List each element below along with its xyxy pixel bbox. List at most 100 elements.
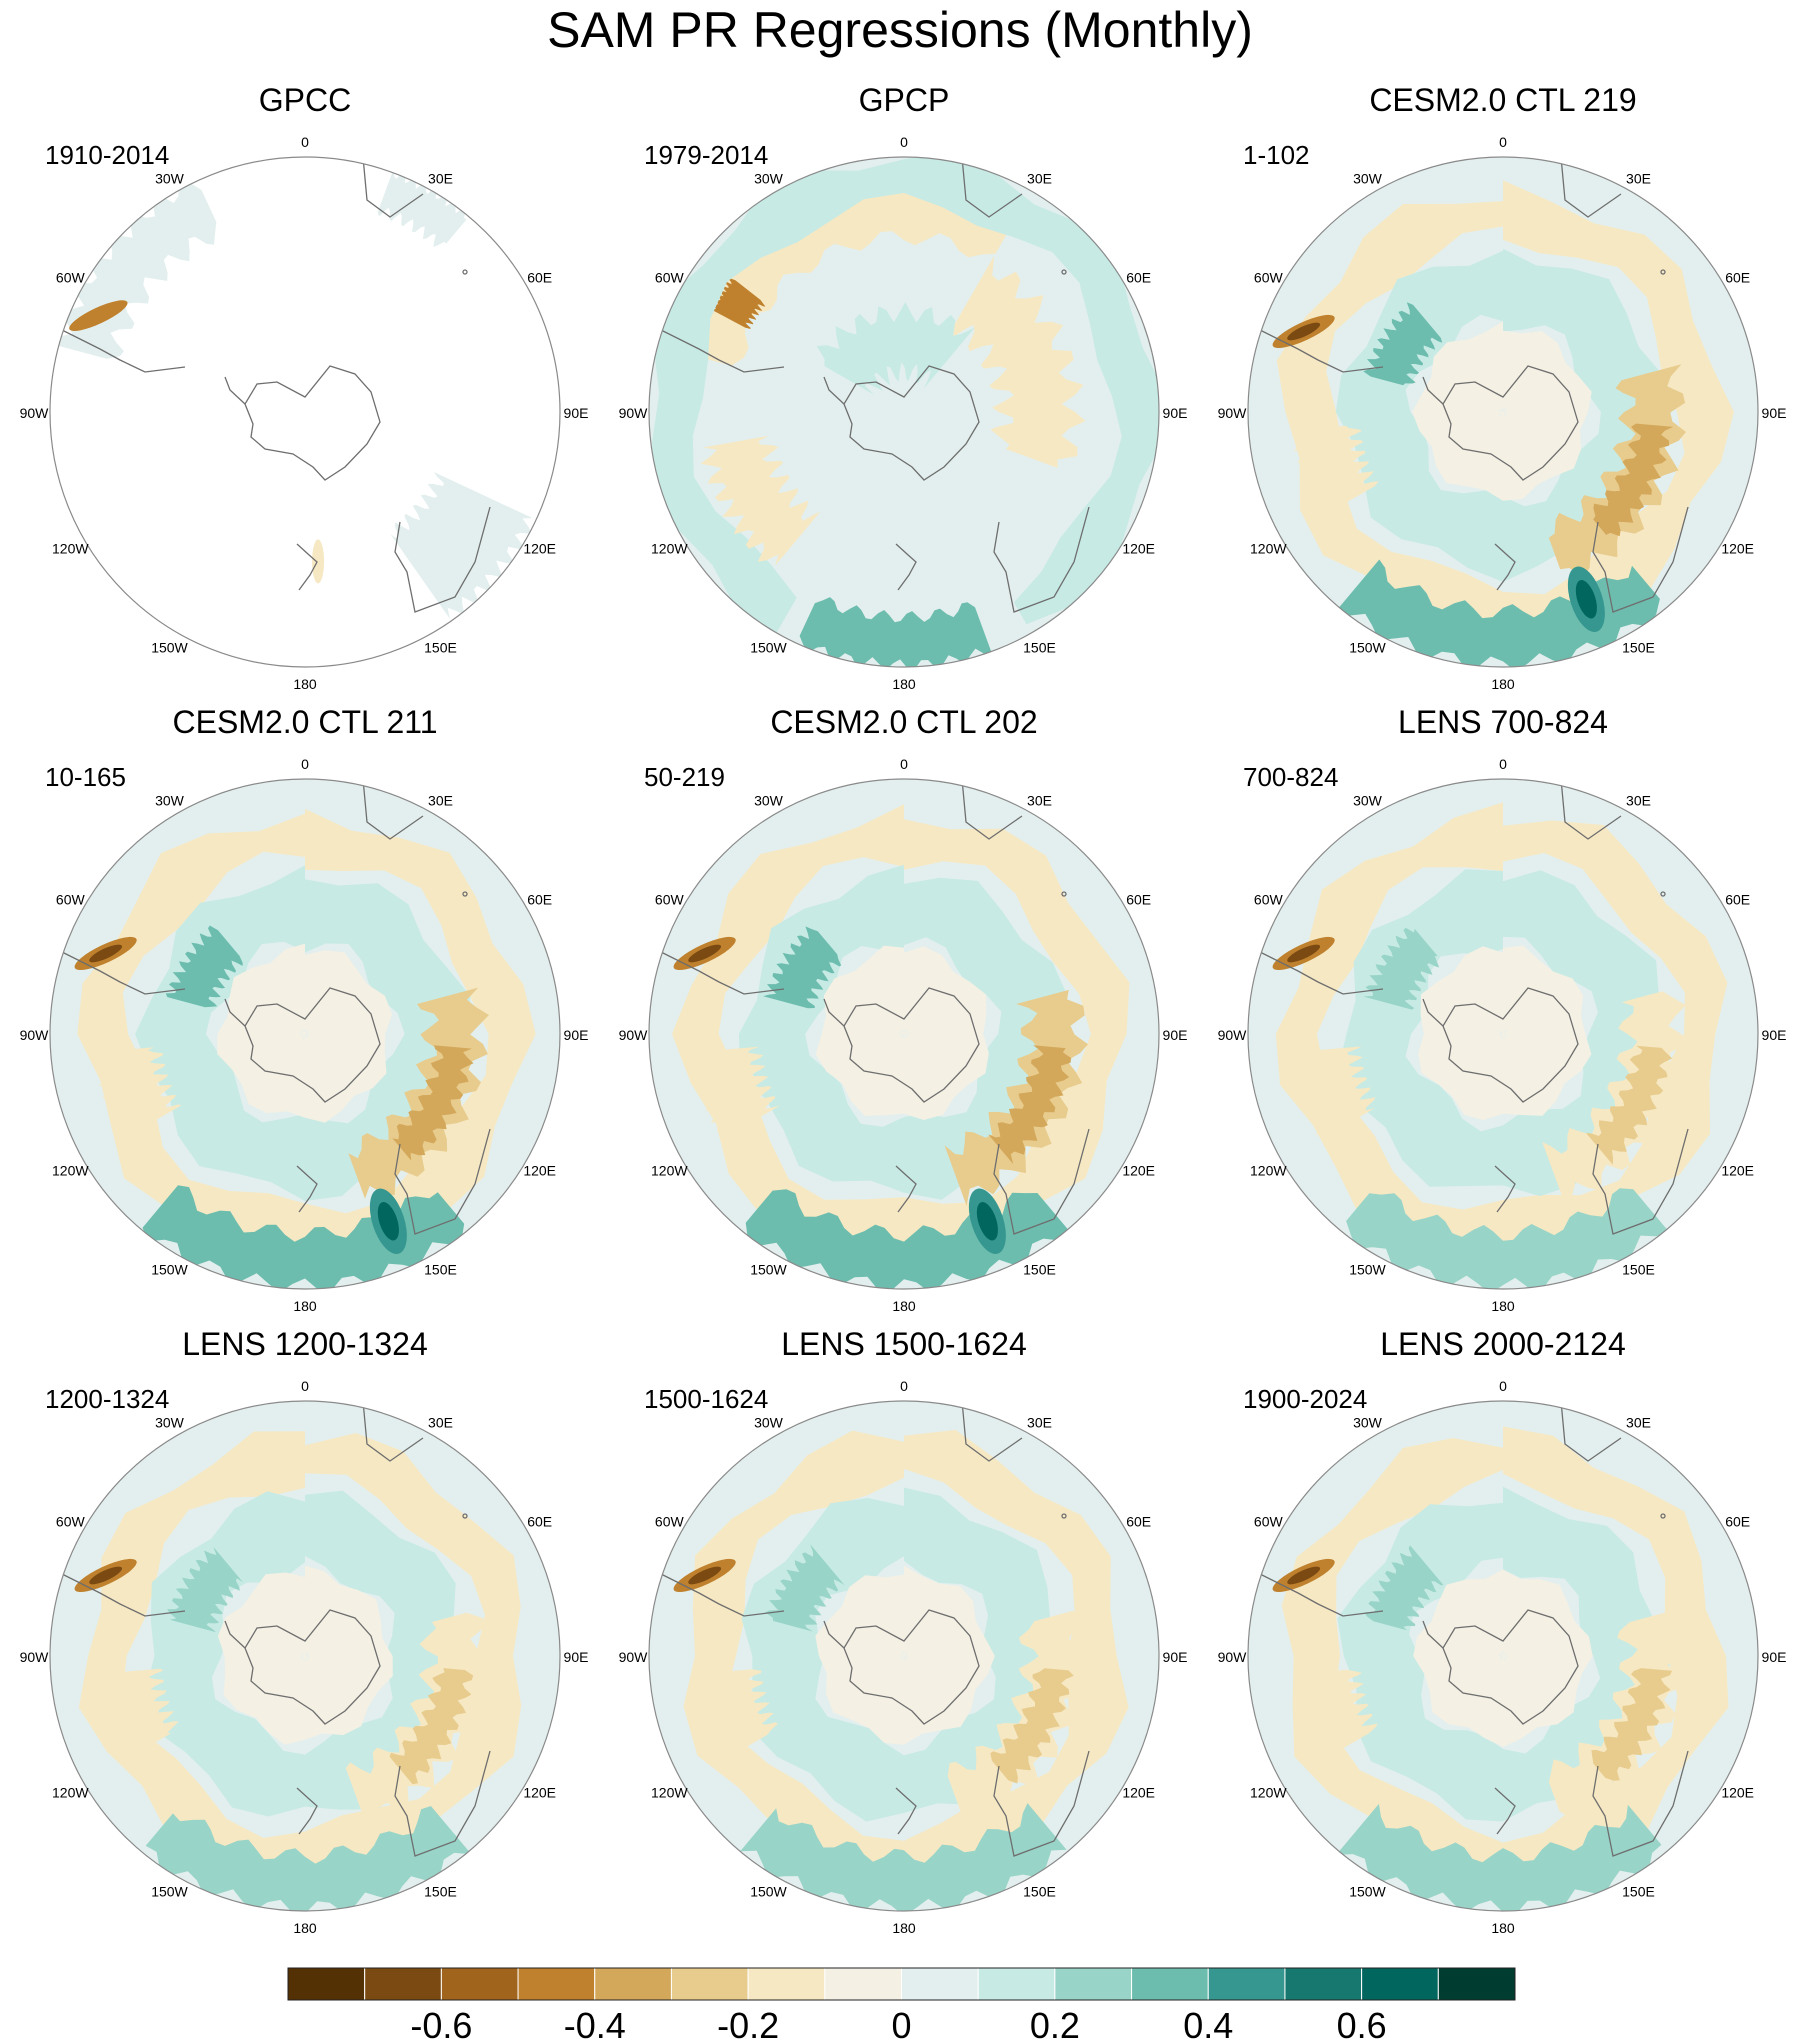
longitude-label: 30W — [1353, 170, 1383, 186]
panel-years: 1900-2024 — [1243, 1384, 1367, 1414]
colorbar-swatch — [1207, 1967, 1286, 2001]
longitude-label: 0 — [900, 1378, 908, 1394]
longitude-label: 150E — [1023, 640, 1056, 656]
contour-neg — [1287, 1566, 1321, 1585]
contour-neg — [693, 1046, 781, 1135]
island-outline — [1090, 218, 1098, 226]
island-outline — [1090, 1462, 1098, 1470]
map-panel-lens700: LENS 700-824 700-824 0 30E 60E 90E 120E 150E 180… — [1218, 704, 1787, 1314]
south-america-outline — [50, 945, 186, 995]
land-data-new-zealand — [312, 539, 325, 584]
panel-title: CESM2.0 CTL 211 — [173, 704, 438, 740]
colorbar-tick-label: 0.6 — [1337, 2005, 1387, 2042]
map-panel-gpcp: GPCP 1979-2014 0 30E 60E 90E 120E 150E 180 150W 12… — [619, 82, 1188, 692]
new-zealand-outline — [895, 1165, 917, 1213]
contour-pos — [740, 1803, 1067, 1911]
new-zealand-outline — [296, 543, 318, 591]
contour-neg — [951, 255, 1086, 468]
longitude-label: 30E — [1626, 792, 1651, 808]
colorbar-swatch — [977, 1967, 1056, 2001]
island-outline — [1689, 218, 1697, 226]
map-frame — [1247, 778, 1759, 1290]
australia-outline — [993, 1750, 1090, 1857]
longitude-label: 30E — [428, 1414, 453, 1430]
longitude-label: 90W — [1218, 405, 1248, 421]
longitude-label: 120E — [1721, 1785, 1754, 1801]
longitude-label: 30W — [1353, 792, 1383, 808]
panel-years: 1500-1624 — [644, 1384, 768, 1414]
map-panel-lens1500: LENS 1500-1624 1500-1624 0 30E 60E 90E 120E 150… — [619, 1326, 1188, 1936]
colorbar-swatch — [824, 1967, 902, 2001]
longitude-label: 120E — [1721, 1163, 1754, 1179]
longitude-label: 60E — [1126, 892, 1151, 908]
longitude-labels: 0 30E 60E 90E 120E 150E 180 150W 120W 90W 60W 30W — [20, 1378, 589, 1936]
coastlines — [1248, 1401, 1697, 1857]
longitude-label: 120E — [1122, 1785, 1155, 1801]
longitude-label: 150W — [750, 1884, 787, 1900]
africa-outline — [362, 157, 424, 218]
longitude-label: 180 — [892, 1920, 916, 1936]
longitude-label: 60E — [1725, 892, 1750, 908]
map-disc — [649, 1401, 1159, 1911]
longitude-label: 60E — [1126, 270, 1151, 286]
longitude-label: 60W — [1254, 892, 1284, 908]
antarctic-peninsula-outline — [224, 998, 246, 1027]
figure-title: SAM PR Regressions (Monthly) — [547, 2, 1253, 58]
contour-pos — [816, 302, 975, 395]
map-disc — [649, 779, 1159, 1289]
polar-cap — [1413, 1569, 1593, 1747]
longitude-label: 30E — [1027, 1414, 1052, 1430]
longitude-labels: 0 30E 60E 90E 120E 150E 180 150W 120W 90W 60W 30W — [1218, 134, 1787, 692]
longitude-label: 60W — [1254, 1514, 1284, 1530]
map-disc — [1248, 1401, 1758, 1911]
antarctic-peninsula-outline — [1422, 998, 1444, 1027]
longitude-label: 60W — [56, 1514, 86, 1530]
colorbar-tick-label: 0.2 — [1030, 2005, 1080, 2042]
island-outline — [1660, 891, 1666, 897]
contour-neg — [1585, 1045, 1673, 1165]
contour-pos — [167, 1546, 243, 1633]
colorbar-swatch — [670, 1967, 749, 2001]
colorbar-swatch — [517, 1967, 596, 2001]
contour-field — [1248, 779, 1758, 1289]
longitude-label: 60W — [655, 270, 685, 286]
longitude-label: 90W — [619, 1027, 649, 1043]
map-frame — [49, 778, 561, 1290]
new-zealand-outline — [895, 1787, 917, 1835]
south-america-outline — [1248, 945, 1384, 995]
longitude-label: 60W — [655, 892, 685, 908]
longitude-label: 0 — [301, 756, 309, 772]
map-disc — [1248, 779, 1758, 1289]
contour-neg — [389, 1668, 474, 1785]
longitude-label: 90E — [1163, 1027, 1188, 1043]
land-data-australia — [390, 472, 533, 619]
antarctic-peninsula-outline — [823, 998, 845, 1027]
longitude-label: 150E — [1622, 640, 1655, 656]
longitude-label: 30W — [155, 792, 185, 808]
longitude-label: 120E — [1721, 541, 1754, 557]
panel-title: LENS 2000-2124 — [1380, 1326, 1626, 1362]
longitude-labels: 0 30E 60E 90E 120E 150E 180 150W 120W 90W 60W 30W — [619, 134, 1188, 692]
africa-outline — [362, 779, 424, 840]
south-america-outline — [50, 323, 186, 373]
coastlines — [50, 1401, 499, 1857]
island-outline — [1061, 269, 1067, 275]
new-zealand-outline — [296, 1787, 318, 1835]
longitude-label: 150E — [1023, 1884, 1056, 1900]
panel-years: 1910-2014 — [45, 140, 169, 170]
contour-pos — [799, 597, 993, 667]
island-outline — [462, 891, 468, 897]
longitude-label: 180 — [1491, 1298, 1515, 1314]
map-panels: GPCC 1910-2014 0 30E 60E 90E 120E 150E 180 150W 12… — [20, 82, 1787, 1936]
panel-years: 1-102 — [1243, 140, 1310, 170]
map-panel-ctl219: CESM2.0 CTL 219 1-102 0 30E 60E 90E 120E 150E 18… — [1218, 82, 1787, 692]
antarctica-outline — [244, 1609, 381, 1725]
island-outline — [1689, 840, 1697, 848]
colorbar-tick-label: 0.4 — [1183, 2005, 1233, 2042]
antarctica-outline — [843, 987, 980, 1103]
longitude-label: 60W — [1254, 270, 1284, 286]
longitude-label: 30W — [754, 170, 784, 186]
south-america-outline — [1248, 1567, 1384, 1617]
contour-pos — [1575, 580, 1597, 619]
